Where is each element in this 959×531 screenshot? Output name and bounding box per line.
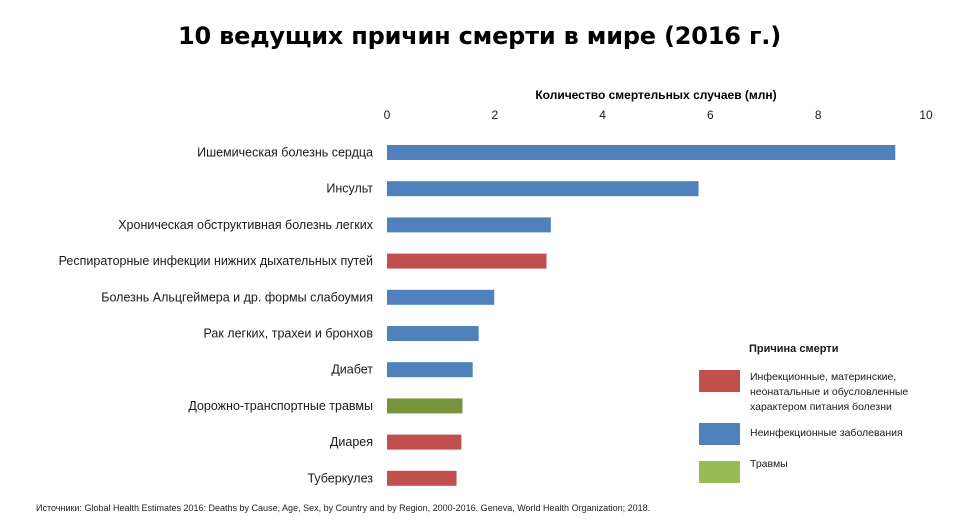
category-label: Рак легких, трахеи и бронхов bbox=[203, 327, 373, 341]
category-label: Инсульт bbox=[326, 182, 373, 196]
bar bbox=[387, 181, 699, 197]
x-tick-label: 4 bbox=[599, 108, 606, 122]
x-axis-label: Количество смертельных случаев (млн) bbox=[535, 88, 776, 102]
bar bbox=[387, 434, 462, 450]
category-label: Диабет bbox=[331, 363, 373, 377]
category-label: Хроническая обструктивная болезнь легких bbox=[118, 218, 374, 232]
x-axis-ticks: 0 2 4 6 8 10 bbox=[384, 108, 933, 122]
bar bbox=[387, 362, 473, 378]
source-note: Источники: Global Health Estimates 2016:… bbox=[36, 503, 651, 513]
category-label: Диарея bbox=[330, 435, 373, 449]
category-label: Респираторные инфекции нижних дыхательны… bbox=[59, 254, 373, 268]
x-tick-label: 6 bbox=[707, 108, 714, 122]
bar bbox=[387, 470, 457, 486]
x-tick-label: 8 bbox=[815, 108, 822, 122]
bar bbox=[387, 289, 495, 305]
bar bbox=[387, 145, 896, 160]
legend-label-noncommunicable: Неинфекционные заболевания bbox=[750, 427, 903, 439]
y-axis-labels: Ишемическая болезнь сердца Инсульт Хрониче… bbox=[59, 146, 374, 486]
x-tick-label: 2 bbox=[491, 108, 498, 122]
bar bbox=[387, 253, 547, 269]
legend-item-communicable: Инфекционные, материнские, неонатальные … bbox=[699, 370, 940, 415]
bar bbox=[387, 217, 551, 233]
bar bbox=[387, 326, 479, 341]
category-label: Болезнь Альцгеймера и др. формы слабоуми… bbox=[101, 290, 373, 304]
legend-label-communicable: Инфекционные, материнские, неонатальные … bbox=[750, 371, 909, 413]
x-tick-label: 10 bbox=[919, 108, 933, 122]
legend-title: Причина смерти bbox=[749, 343, 839, 355]
chart-title: 10 ведущих причин смерти в мире (2016 г.… bbox=[178, 22, 781, 50]
legend-swatch-noncommunicable bbox=[699, 423, 740, 445]
x-tick-label: 0 bbox=[384, 108, 391, 122]
category-label: Ишемическая болезнь сердца bbox=[197, 146, 373, 160]
legend-label-injuries: Травмы bbox=[750, 458, 788, 470]
legend-item-noncommunicable: Неинфекционные заболевания bbox=[699, 423, 940, 445]
legend-swatch-communicable bbox=[699, 370, 740, 392]
legend-item-injuries: Травмы bbox=[699, 458, 940, 483]
category-label: Дорожно-транспортные травмы bbox=[188, 399, 373, 413]
bar bbox=[387, 398, 463, 414]
bars bbox=[387, 145, 896, 486]
legend-swatch-injuries bbox=[699, 461, 740, 483]
category-label: Туберкулез bbox=[307, 471, 373, 485]
